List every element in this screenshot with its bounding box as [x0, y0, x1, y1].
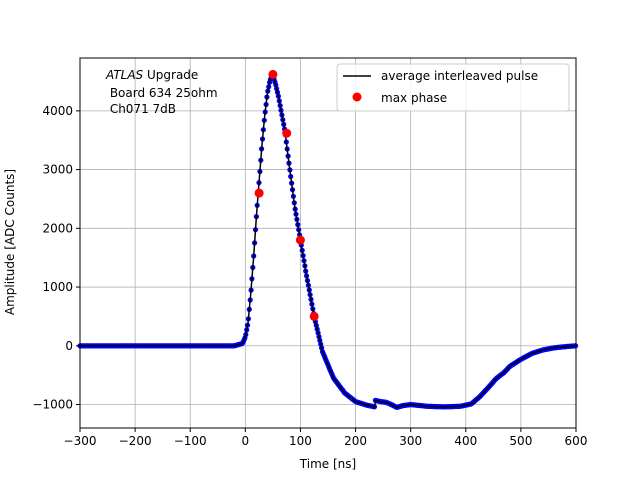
y-tick-label: −1000: [32, 398, 73, 412]
x-tick-label: 0: [242, 434, 250, 448]
x-tick-label: −200: [119, 434, 152, 448]
annotation-line-2: Board 634 25ohm: [106, 86, 218, 100]
y-tick-label: 2000: [42, 221, 73, 235]
max-phase-point: [254, 188, 264, 198]
axes-frame: [79, 57, 577, 429]
x-tick-label: −100: [174, 434, 207, 448]
y-tick-label: 4000: [42, 104, 73, 118]
x-tick-label: 300: [399, 434, 422, 448]
y-axis-label: Amplitude [ADC Counts]: [3, 169, 17, 315]
annotation-line-1: ATLAS Upgrade: [105, 68, 198, 82]
annotation-line-3: Ch071 7dB: [106, 102, 176, 116]
x-tick-label: 600: [565, 434, 588, 448]
average-pulse-line: [80, 73, 577, 409]
x-tick-label: −300: [64, 434, 97, 448]
atlas-annotation: ATLAS Upgrade Board 634 25ohm Ch071 7dB: [105, 68, 218, 116]
legend-marker-swatch: [352, 92, 362, 102]
legend-label-average: average interleaved pulse: [381, 69, 538, 83]
x-tick-label: 400: [454, 434, 477, 448]
average-pulse-series: [80, 73, 577, 409]
x-tick-label: 100: [289, 434, 312, 448]
x-tick-label: 500: [509, 434, 532, 448]
y-axis-ticks: −1000 0 1000 2000 3000 4000: [32, 104, 80, 412]
legend-box: [336, 63, 570, 112]
x-axis-label: Time [ns]: [299, 457, 356, 471]
max-phase-series: [254, 69, 319, 321]
y-tick-label: 0: [65, 339, 73, 353]
max-phase-point: [282, 128, 292, 138]
legend-label-max-phase: max phase: [381, 91, 447, 105]
x-axis-ticks: −300 −200 −100 0 100 200 300 400 500 600: [64, 428, 588, 448]
y-tick-label: 3000: [42, 163, 73, 177]
legend: average interleaved pulse max phase: [336, 63, 570, 112]
x-tick-label: 200: [344, 434, 367, 448]
y-tick-label: 1000: [42, 280, 73, 294]
max-phase-point: [268, 69, 278, 79]
max-phase-point: [295, 235, 305, 245]
max-phase-point: [309, 311, 319, 321]
